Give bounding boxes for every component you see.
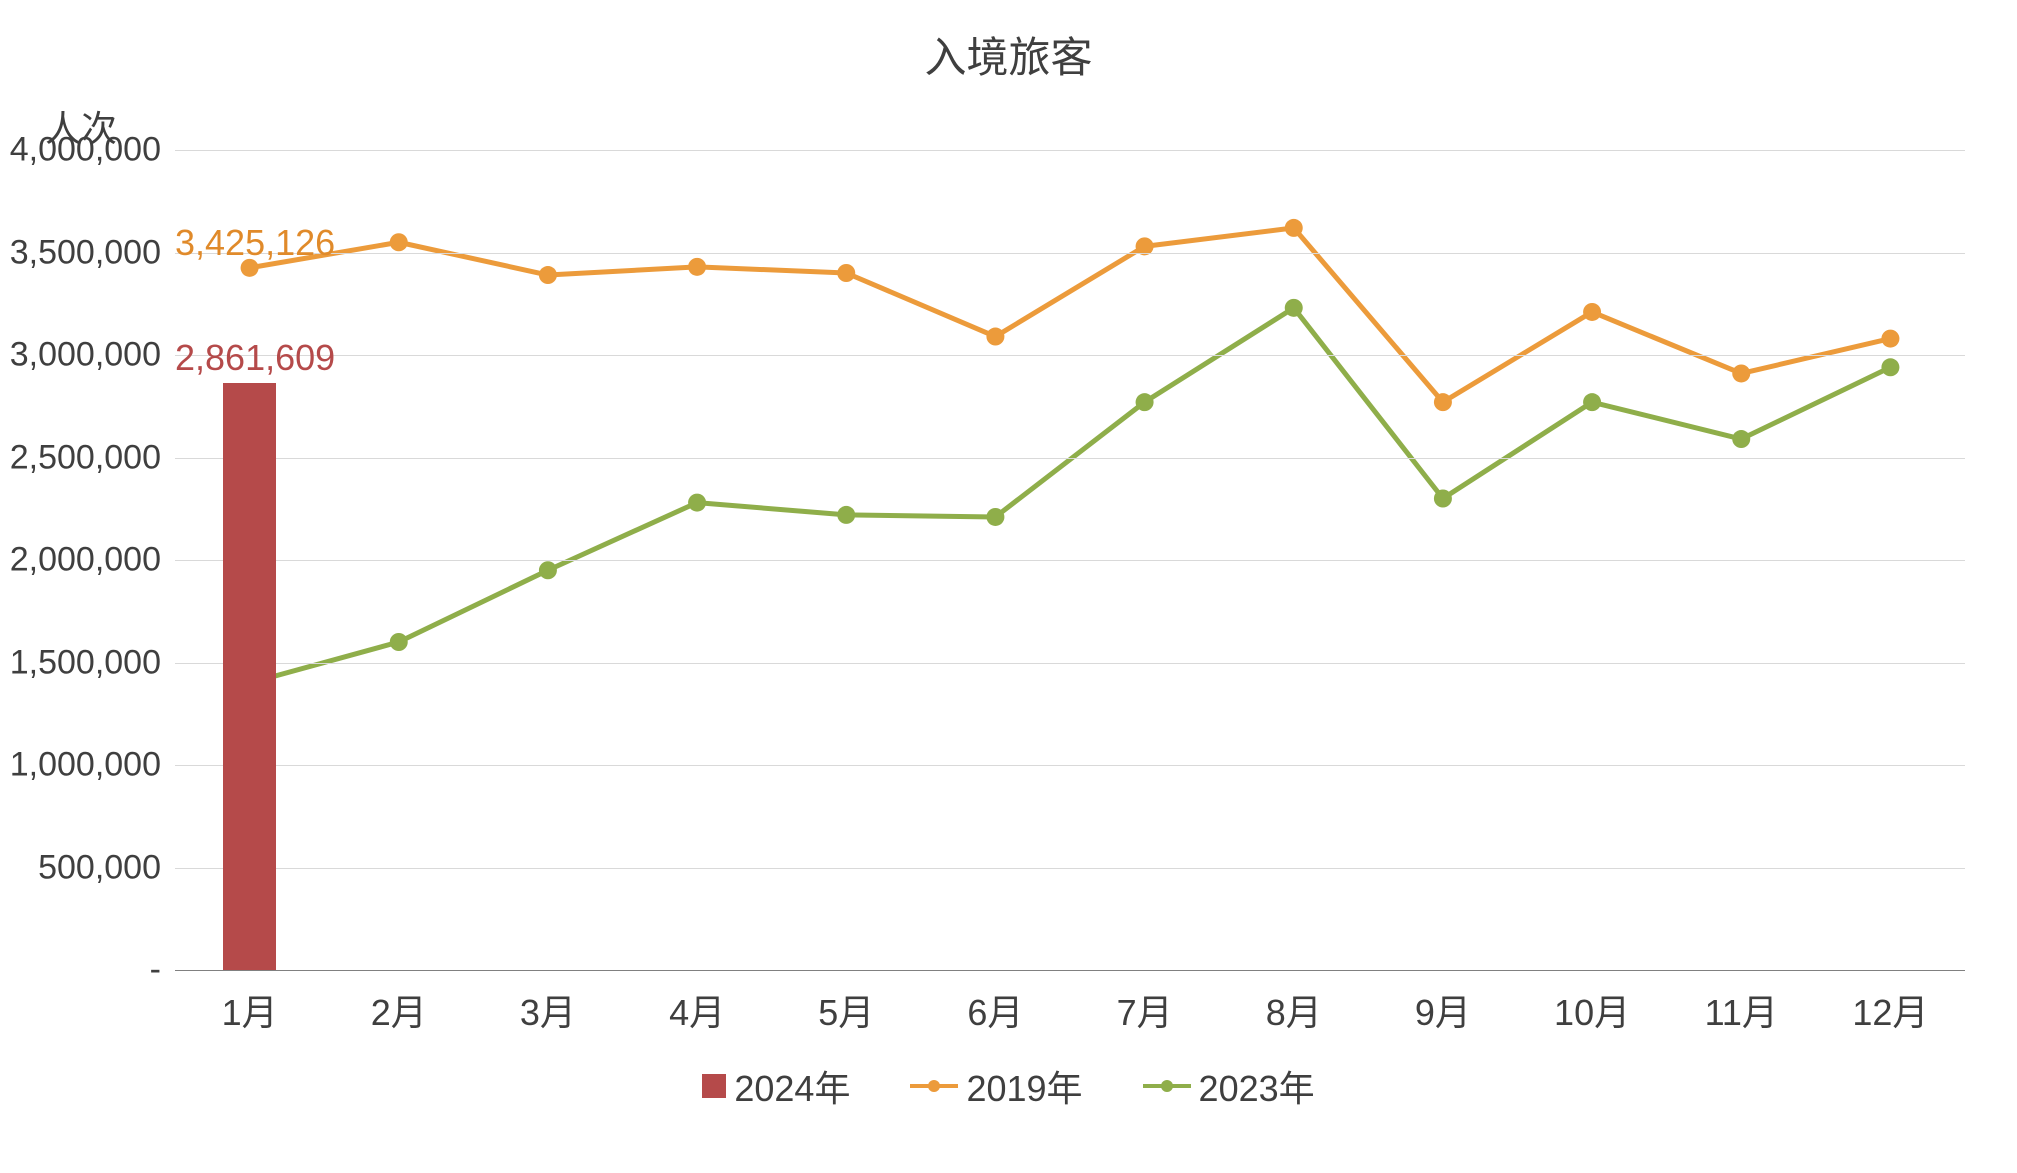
legend-label: 2024年 (734, 1060, 850, 1112)
x-tick-label: 12月 (1852, 970, 1928, 1036)
legend-swatch-bar (702, 1074, 726, 1098)
marker-2019 (539, 266, 557, 284)
grid-line (175, 458, 1965, 459)
grid-line (175, 253, 1965, 254)
grid-line (175, 765, 1965, 766)
legend-item: 2024年 (702, 1060, 850, 1112)
marker-2023 (1583, 393, 1601, 411)
marker-2023 (1434, 490, 1452, 508)
x-tick-label: 2月 (371, 970, 427, 1036)
y-tick-label: 1,000,000 (10, 746, 175, 785)
y-tick-label: 2,000,000 (10, 541, 175, 580)
marker-2023 (688, 494, 706, 512)
marker-2023 (837, 506, 855, 524)
bar-2024 (223, 383, 275, 970)
grid-line (175, 663, 1965, 664)
chart-title: 入境旅客 (0, 24, 2017, 85)
marker-2023 (1881, 358, 1899, 376)
x-tick-label: 7月 (1117, 970, 1173, 1036)
legend-swatch-line (910, 1084, 958, 1088)
marker-2019 (1881, 330, 1899, 348)
marker-2019 (1285, 219, 1303, 237)
marker-2019 (1583, 303, 1601, 321)
x-tick-label: 3月 (520, 970, 576, 1036)
x-tick-label: 5月 (818, 970, 874, 1036)
legend: 2024年 2019年 2023年 (0, 1060, 2017, 1112)
marker-2019 (390, 233, 408, 251)
legend-swatch-line (1143, 1084, 1191, 1088)
marker-2019 (986, 328, 1004, 346)
y-tick-label: - (150, 951, 175, 990)
grid-line (175, 355, 1965, 356)
legend-label: 2023年 (1199, 1060, 1315, 1112)
y-tick-label: 1,500,000 (10, 643, 175, 682)
marker-2019 (837, 264, 855, 282)
grid-line (175, 560, 1965, 561)
y-tick-label: 500,000 (38, 848, 175, 887)
x-tick-label: 1月 (222, 970, 278, 1036)
x-tick-label: 4月 (669, 970, 725, 1036)
marker-2023 (1136, 393, 1154, 411)
line-2019 (250, 228, 1891, 402)
legend-item: 2023年 (1143, 1060, 1315, 1112)
x-tick-label: 11月 (1705, 970, 1778, 1036)
legend-label: 2019年 (966, 1060, 1082, 1112)
inbound-visitors-chart: 入境旅客 人次 -500,0001,000,0001,500,0002,000,… (0, 0, 2017, 1173)
grid-line (175, 970, 1965, 971)
marker-2023 (986, 508, 1004, 526)
marker-2019 (1434, 393, 1452, 411)
y-tick-label: 3,000,000 (10, 336, 175, 375)
y-tick-label: 2,500,000 (10, 438, 175, 477)
line-2023 (250, 308, 1891, 683)
marker-2019 (688, 258, 706, 276)
marker-2023 (539, 561, 557, 579)
x-tick-label: 10月 (1554, 970, 1630, 1036)
data-label-2019: 3,425,126 (175, 222, 335, 264)
y-tick-label: 3,500,000 (10, 233, 175, 272)
grid-line (175, 868, 1965, 869)
plot-area: -500,0001,000,0001,500,0002,000,0002,500… (175, 150, 1965, 970)
marker-2023 (1732, 430, 1750, 448)
data-label-2024: 2,861,609 (175, 337, 335, 379)
marker-2019 (1732, 364, 1750, 382)
marker-2023 (1285, 299, 1303, 317)
x-tick-label: 9月 (1415, 970, 1471, 1036)
marker-2023 (390, 633, 408, 651)
y-tick-label: 4,000,000 (10, 131, 175, 170)
x-tick-label: 6月 (967, 970, 1023, 1036)
grid-line (175, 150, 1965, 151)
x-tick-label: 8月 (1266, 970, 1322, 1036)
legend-item: 2019年 (910, 1060, 1082, 1112)
